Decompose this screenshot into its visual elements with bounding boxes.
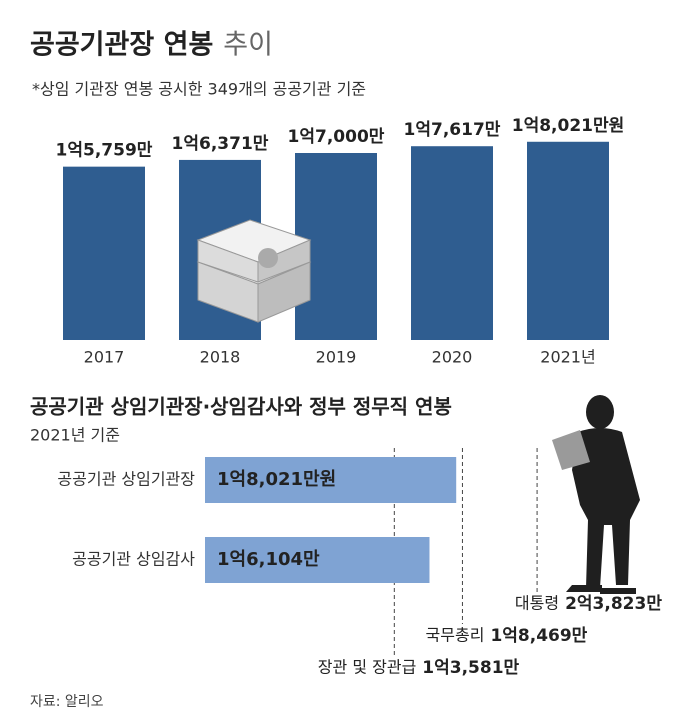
money-illustration: [196, 219, 312, 323]
chart-subtitle: 2021년 기준: [30, 426, 120, 445]
value-label: 1억6,371만: [172, 134, 269, 154]
x-tick-label: 2021년: [540, 348, 595, 367]
person-silhouette: [552, 395, 640, 594]
reference-name: 국무총리: [426, 626, 485, 645]
chart-title: 공공기관장 연봉: [30, 30, 213, 61]
x-tick-label: 2017: [84, 348, 125, 367]
bar: [63, 166, 145, 340]
chart-subtitle: *상임 기관장 연봉 공시한 349개의 공공기관 기준: [32, 80, 366, 99]
chart-title: 공공기관 상임기관장·상임감사와 정부 정무직 연봉: [30, 395, 452, 419]
category-label: 공공기관 상임감사: [72, 550, 195, 569]
x-tick-label: 2018: [200, 348, 241, 367]
category-label: 공공기관 상임기관장: [57, 470, 195, 489]
value-label: 1억6,104만: [217, 549, 320, 570]
value-label: 1억7,617만: [404, 120, 501, 140]
bar: [205, 457, 457, 503]
reference-value: 2억3,823만: [565, 594, 662, 614]
marks: 1억5,759만 2017 1억6,371만 2018 1억7,000만 2019 1억7,…: [56, 116, 663, 678]
source: 자료: 알리오: [30, 694, 104, 710]
reference-value: 1억8,469만: [490, 626, 587, 646]
bar: [411, 146, 493, 340]
value-label: 1억5,759만: [56, 141, 153, 161]
bar: [205, 537, 430, 583]
reference-name: 장관 및 장관급: [318, 658, 417, 677]
value-label: 1억8,021만원: [512, 116, 625, 136]
chart-title-light: 추이: [223, 30, 273, 61]
reference-value: 1억3,581만: [422, 658, 519, 678]
value-label: 1억7,000만: [288, 127, 385, 147]
x-tick-label: 2019: [316, 348, 357, 367]
x-tick-label: 2020: [432, 348, 473, 367]
value-label: 1억8,021만원: [217, 469, 336, 490]
reference-name: 대통령: [515, 594, 559, 613]
bar: [527, 141, 609, 340]
